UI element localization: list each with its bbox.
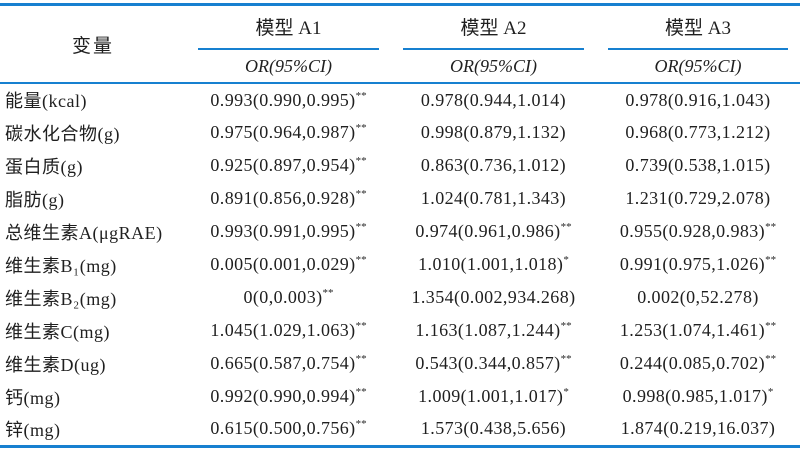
model-a1-label: 模型 A1 <box>198 6 379 50</box>
significance-stars: ** <box>355 254 367 266</box>
table-row: 维生素D(ug) 0.665(0.587,0.754)** 0.543(0.344,… <box>0 347 800 380</box>
significance-stars: ** <box>765 221 777 233</box>
model-a3-label: 模型 A3 <box>608 6 788 50</box>
or-ci-value: 1.010(1.001,1.018)* <box>418 254 569 274</box>
or-ci-value: 0.925(0.897,0.954)** <box>210 155 367 175</box>
significance-stars: ** <box>355 418 367 431</box>
or-ci-value: 0.975(0.964,0.987)** <box>210 122 367 142</box>
significance-stars: ** <box>355 386 367 398</box>
or-ci-table: 变量 模型 A1 模型 A2 模型 A3 OR(95%CI) OR(95%CI)… <box>0 3 800 448</box>
significance-stars: * <box>563 386 569 398</box>
significance-stars: ** <box>355 155 367 167</box>
significance-stars: ** <box>322 287 334 299</box>
significance-stars: ** <box>355 122 367 134</box>
or-ci-value: 0(0,0.003)** <box>243 287 334 307</box>
variable-label: 维生素D(ug) <box>5 354 106 375</box>
table-header: 变量 模型 A1 模型 A2 模型 A3 OR(95%CI) OR(95%CI)… <box>0 4 800 84</box>
significance-stars: ** <box>560 221 572 233</box>
or-ci-value: 0.002(0,52.278) <box>637 287 759 307</box>
significance-stars: ** <box>355 188 367 200</box>
model-a3-orci-subheader: OR(95%CI) <box>596 50 800 84</box>
table-row: 碳水化合物(g) 0.975(0.964,0.987)** 0.998(0.879,… <box>0 116 800 149</box>
or-ci-value: 0.991(0.975,1.026)** <box>619 254 777 274</box>
model-a1-header: 模型 A1 <box>186 5 391 50</box>
or-ci-value: 0.978(0.944,1.014) <box>420 89 567 110</box>
table-row: 锌(mg) 0.615(0.500,0.756)** 1.573(0.438,5.6… <box>0 413 800 446</box>
or-ci-value: 0.615(0.500,0.756)** <box>210 418 367 439</box>
or-ci-subheader-row: OR(95%CI) OR(95%CI) OR(95%CI) <box>0 50 800 84</box>
or-ci-value: 1.231(0.729,2.078) <box>625 188 771 208</box>
model-a1-orci-subheader: OR(95%CI) <box>186 50 391 84</box>
model-a2-orci-subheader: OR(95%CI) <box>391 50 596 84</box>
table-row: 脂肪(g) 0.891(0.856,0.928)** 1.024(0.781,1.3… <box>0 182 800 215</box>
model-a2-header: 模型 A2 <box>391 5 596 50</box>
variable-label: 能量(kcal) <box>5 91 87 111</box>
or-ci-value: 1.253(1.074,1.461)** <box>619 320 777 340</box>
significance-stars: ** <box>765 254 777 266</box>
table-row: 钙(mg) 0.992(0.990,0.994)** 1.009(1.001,1.0… <box>0 380 800 413</box>
model-header-row: 变量 模型 A1 模型 A2 模型 A3 <box>0 4 800 84</box>
model-a3-header: 模型 A3 <box>596 5 800 50</box>
or-ci-value: 1.874(0.219,16.037) <box>620 418 776 439</box>
or-ci-value: 1.009(1.001,1.017)* <box>418 386 569 406</box>
significance-stars: ** <box>355 320 367 332</box>
significance-stars: ** <box>355 353 367 365</box>
or-ci-value: 0.998(0.879,1.132) <box>420 122 567 142</box>
or-ci-value: 1.045(1.029,1.063)** <box>210 320 367 340</box>
table-row: 能量(kcal) 0.993(0.990,0.995)** 0.978(0.944,… <box>0 83 800 116</box>
or-ci-value: 0.739(0.538,1.015) <box>625 155 771 175</box>
significance-stars: ** <box>765 320 777 332</box>
or-ci-value: 0.998(0.985,1.017)* <box>622 386 774 406</box>
or-ci-value: 0.978(0.916,1.043) <box>625 89 771 110</box>
variable-label: 总维生素A(μgRAE) <box>5 222 163 243</box>
or-ci-value: 0.665(0.587,0.754)** <box>210 353 367 373</box>
significance-stars: * <box>767 386 774 398</box>
variable-label: 蛋白质(g) <box>5 156 83 177</box>
or-ci-value: 0.974(0.961,0.986)** <box>415 221 572 241</box>
or-ci-value: 0.244(0.085,0.702)** <box>619 353 777 373</box>
variable-label: 维生素B₁(mg) <box>5 255 117 276</box>
variable-label: 钙(mg) <box>5 387 61 408</box>
table-body: 能量(kcal) 0.993(0.990,0.995)** 0.978(0.944,… <box>0 83 800 446</box>
table-row: 维生素B₁(mg) 0.005(0.001,0.029)** 1.010(1.001… <box>0 248 800 281</box>
variable-column-header: 变量 <box>0 4 186 84</box>
significance-stars: ** <box>560 353 572 365</box>
significance-stars: ** <box>765 353 777 365</box>
variable-label: 碳水化合物(g) <box>5 123 120 144</box>
or-ci-value: 0.955(0.928,0.983)** <box>619 221 777 241</box>
or-ci-value: 1.573(0.438,5.656) <box>420 418 567 439</box>
or-ci-value: 1.163(1.087,1.244)** <box>415 320 572 340</box>
significance-stars: ** <box>355 221 367 233</box>
table-row: 总维生素A(μgRAE) 0.993(0.991,0.995)** 0.974(0.… <box>0 215 800 248</box>
table-row: 维生素C(mg) 1.045(1.029,1.063)** 1.163(1.087,… <box>0 314 800 347</box>
table-row: 蛋白质(g) 0.925(0.897,0.954)** 0.863(0.736,1.… <box>0 149 800 182</box>
or-ci-value: 0.005(0.001,0.029)** <box>210 254 367 274</box>
significance-stars: * <box>563 254 569 266</box>
model-a2-label: 模型 A2 <box>403 6 584 50</box>
variable-label: 脂肪(g) <box>5 189 65 210</box>
variable-label: 维生素B₂(mg) <box>5 288 117 309</box>
table-row: 维生素B₂(mg) 0(0,0.003)** 1.354(0.002,934.268… <box>0 281 800 314</box>
or-ci-value: 0.993(0.990,0.995)** <box>210 89 367 110</box>
variable-label: 维生素C(mg) <box>5 321 110 342</box>
or-ci-value: 0.993(0.991,0.995)** <box>210 221 367 241</box>
significance-stars: ** <box>560 320 572 332</box>
significance-stars: ** <box>355 89 367 102</box>
or-ci-value: 0.863(0.736,1.012) <box>420 155 567 175</box>
or-ci-value: 0.992(0.990,0.994)** <box>210 386 367 406</box>
or-ci-value: 0.891(0.856,0.928)** <box>210 188 367 208</box>
variable-label: 锌(mg) <box>5 419 61 440</box>
or-ci-value: 0.543(0.344,0.857)** <box>415 353 572 373</box>
or-ci-value: 1.354(0.002,934.268) <box>411 287 576 307</box>
or-ci-value: 1.024(0.781,1.343) <box>420 188 567 208</box>
or-ci-value: 0.968(0.773,1.212) <box>625 122 771 142</box>
